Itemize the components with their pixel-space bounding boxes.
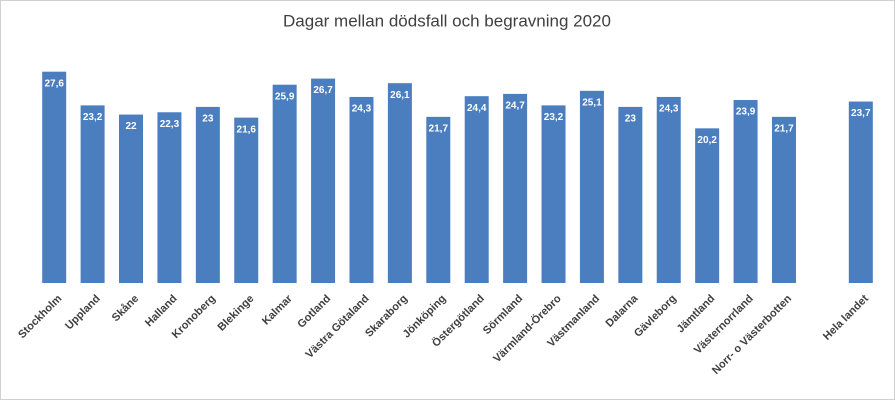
bar [195, 106, 220, 283]
bar [80, 105, 105, 283]
bar [272, 84, 297, 283]
value-label: 22 [125, 121, 137, 132]
value-label: 21,7 [774, 124, 794, 135]
value-label: 23,2 [544, 112, 564, 123]
value-label: 24,4 [467, 103, 487, 114]
bar [618, 106, 643, 283]
value-label: 23,7 [851, 108, 871, 119]
value-label: 20,2 [697, 135, 717, 146]
value-label: 23,9 [736, 107, 756, 118]
bar [426, 116, 451, 283]
bar [503, 93, 528, 283]
bar [579, 90, 604, 283]
bar [234, 117, 259, 283]
bar [311, 78, 336, 283]
value-label: 21,6 [237, 124, 257, 135]
value-label: 26,7 [313, 85, 333, 96]
value-label: 24,3 [659, 104, 679, 115]
bar [157, 112, 182, 283]
value-label: 21,7 [429, 124, 449, 135]
value-label: 26,1 [390, 90, 410, 101]
value-label: 25,1 [582, 97, 602, 108]
bar [541, 105, 566, 283]
bar [349, 96, 374, 283]
bar [464, 96, 489, 283]
value-label: 23 [202, 114, 214, 125]
bar [848, 101, 873, 283]
bar [656, 96, 681, 283]
bar [119, 114, 144, 283]
bar [387, 83, 412, 283]
bar [695, 128, 720, 283]
value-label: 24,3 [352, 104, 372, 115]
value-label: 22,3 [160, 119, 180, 130]
value-label: 24,7 [505, 101, 525, 112]
bar [733, 100, 758, 283]
bar [771, 116, 796, 283]
value-label: 23 [625, 114, 637, 125]
value-label: 25,9 [275, 91, 295, 102]
bar [42, 71, 67, 283]
value-label: 23,2 [83, 112, 103, 123]
value-label: 27,6 [44, 78, 64, 89]
chart-title: Dagar mellan dödsfall och begravning 202… [283, 11, 611, 30]
